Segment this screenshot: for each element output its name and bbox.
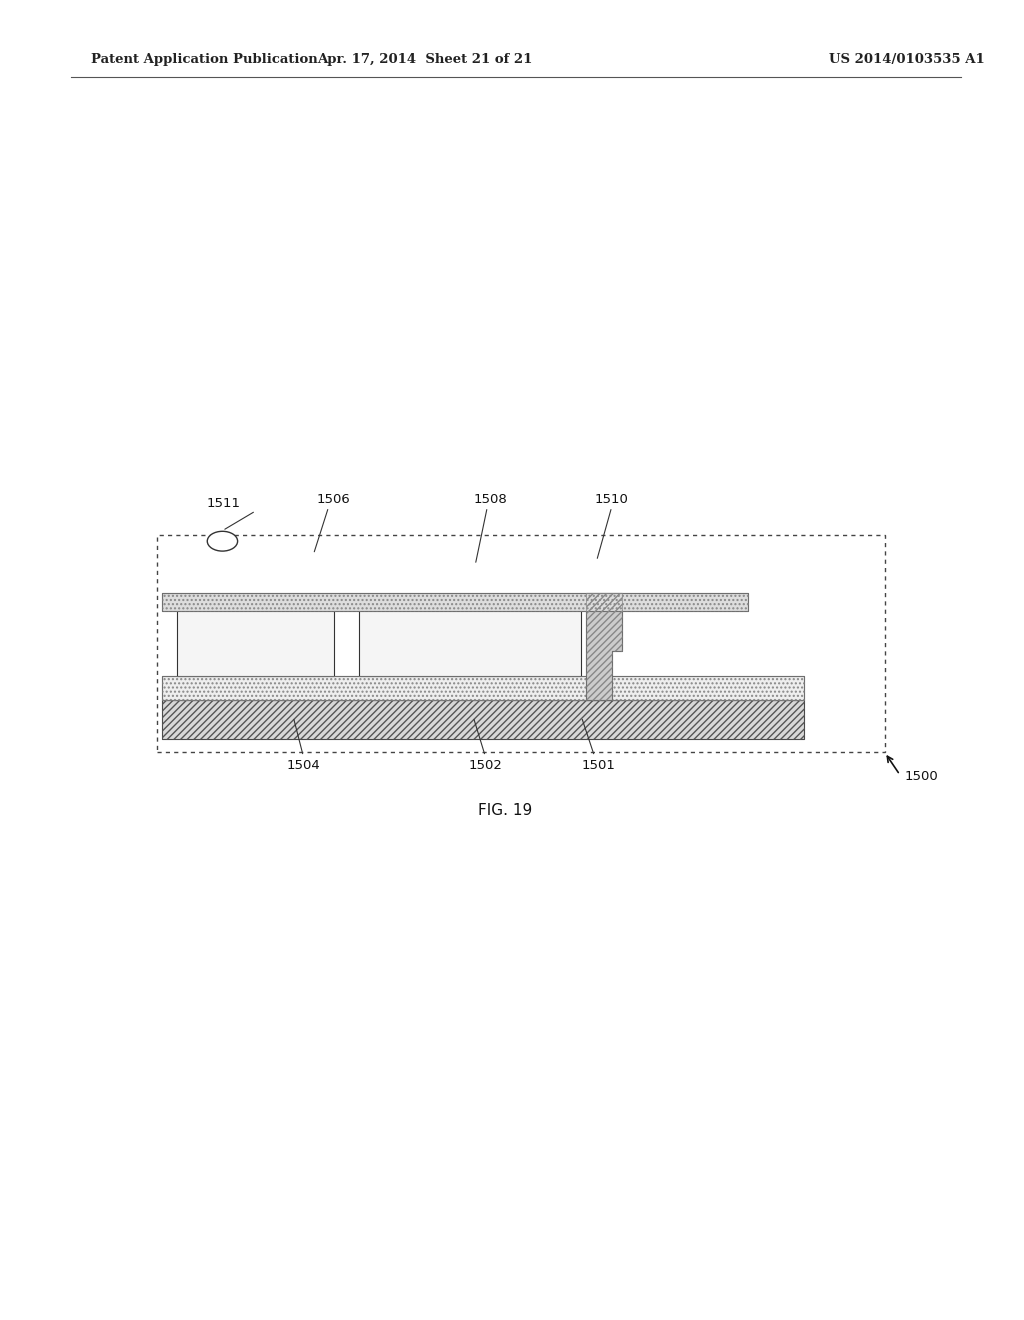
Bar: [162, 593, 749, 611]
Text: 1500: 1500: [905, 770, 939, 783]
Text: 1506: 1506: [316, 492, 350, 506]
Bar: [162, 676, 804, 700]
Text: 1510: 1510: [595, 492, 629, 506]
Ellipse shape: [207, 532, 238, 552]
Polygon shape: [587, 593, 622, 700]
Text: Patent Application Publication: Patent Application Publication: [91, 53, 317, 66]
Bar: [359, 610, 582, 676]
Text: 1508: 1508: [473, 492, 507, 506]
Text: US 2014/0103535 A1: US 2014/0103535 A1: [829, 53, 985, 66]
Text: 1501: 1501: [582, 759, 615, 772]
Text: FIG. 19: FIG. 19: [478, 803, 532, 817]
Bar: [162, 700, 804, 739]
Bar: [162, 593, 749, 611]
Bar: [162, 700, 804, 739]
Bar: [177, 610, 334, 676]
Text: 1504: 1504: [287, 759, 321, 772]
Bar: [162, 676, 804, 700]
Text: Apr. 17, 2014  Sheet 21 of 21: Apr. 17, 2014 Sheet 21 of 21: [317, 53, 532, 66]
Text: 1511: 1511: [207, 496, 241, 510]
Text: 1502: 1502: [468, 759, 502, 772]
